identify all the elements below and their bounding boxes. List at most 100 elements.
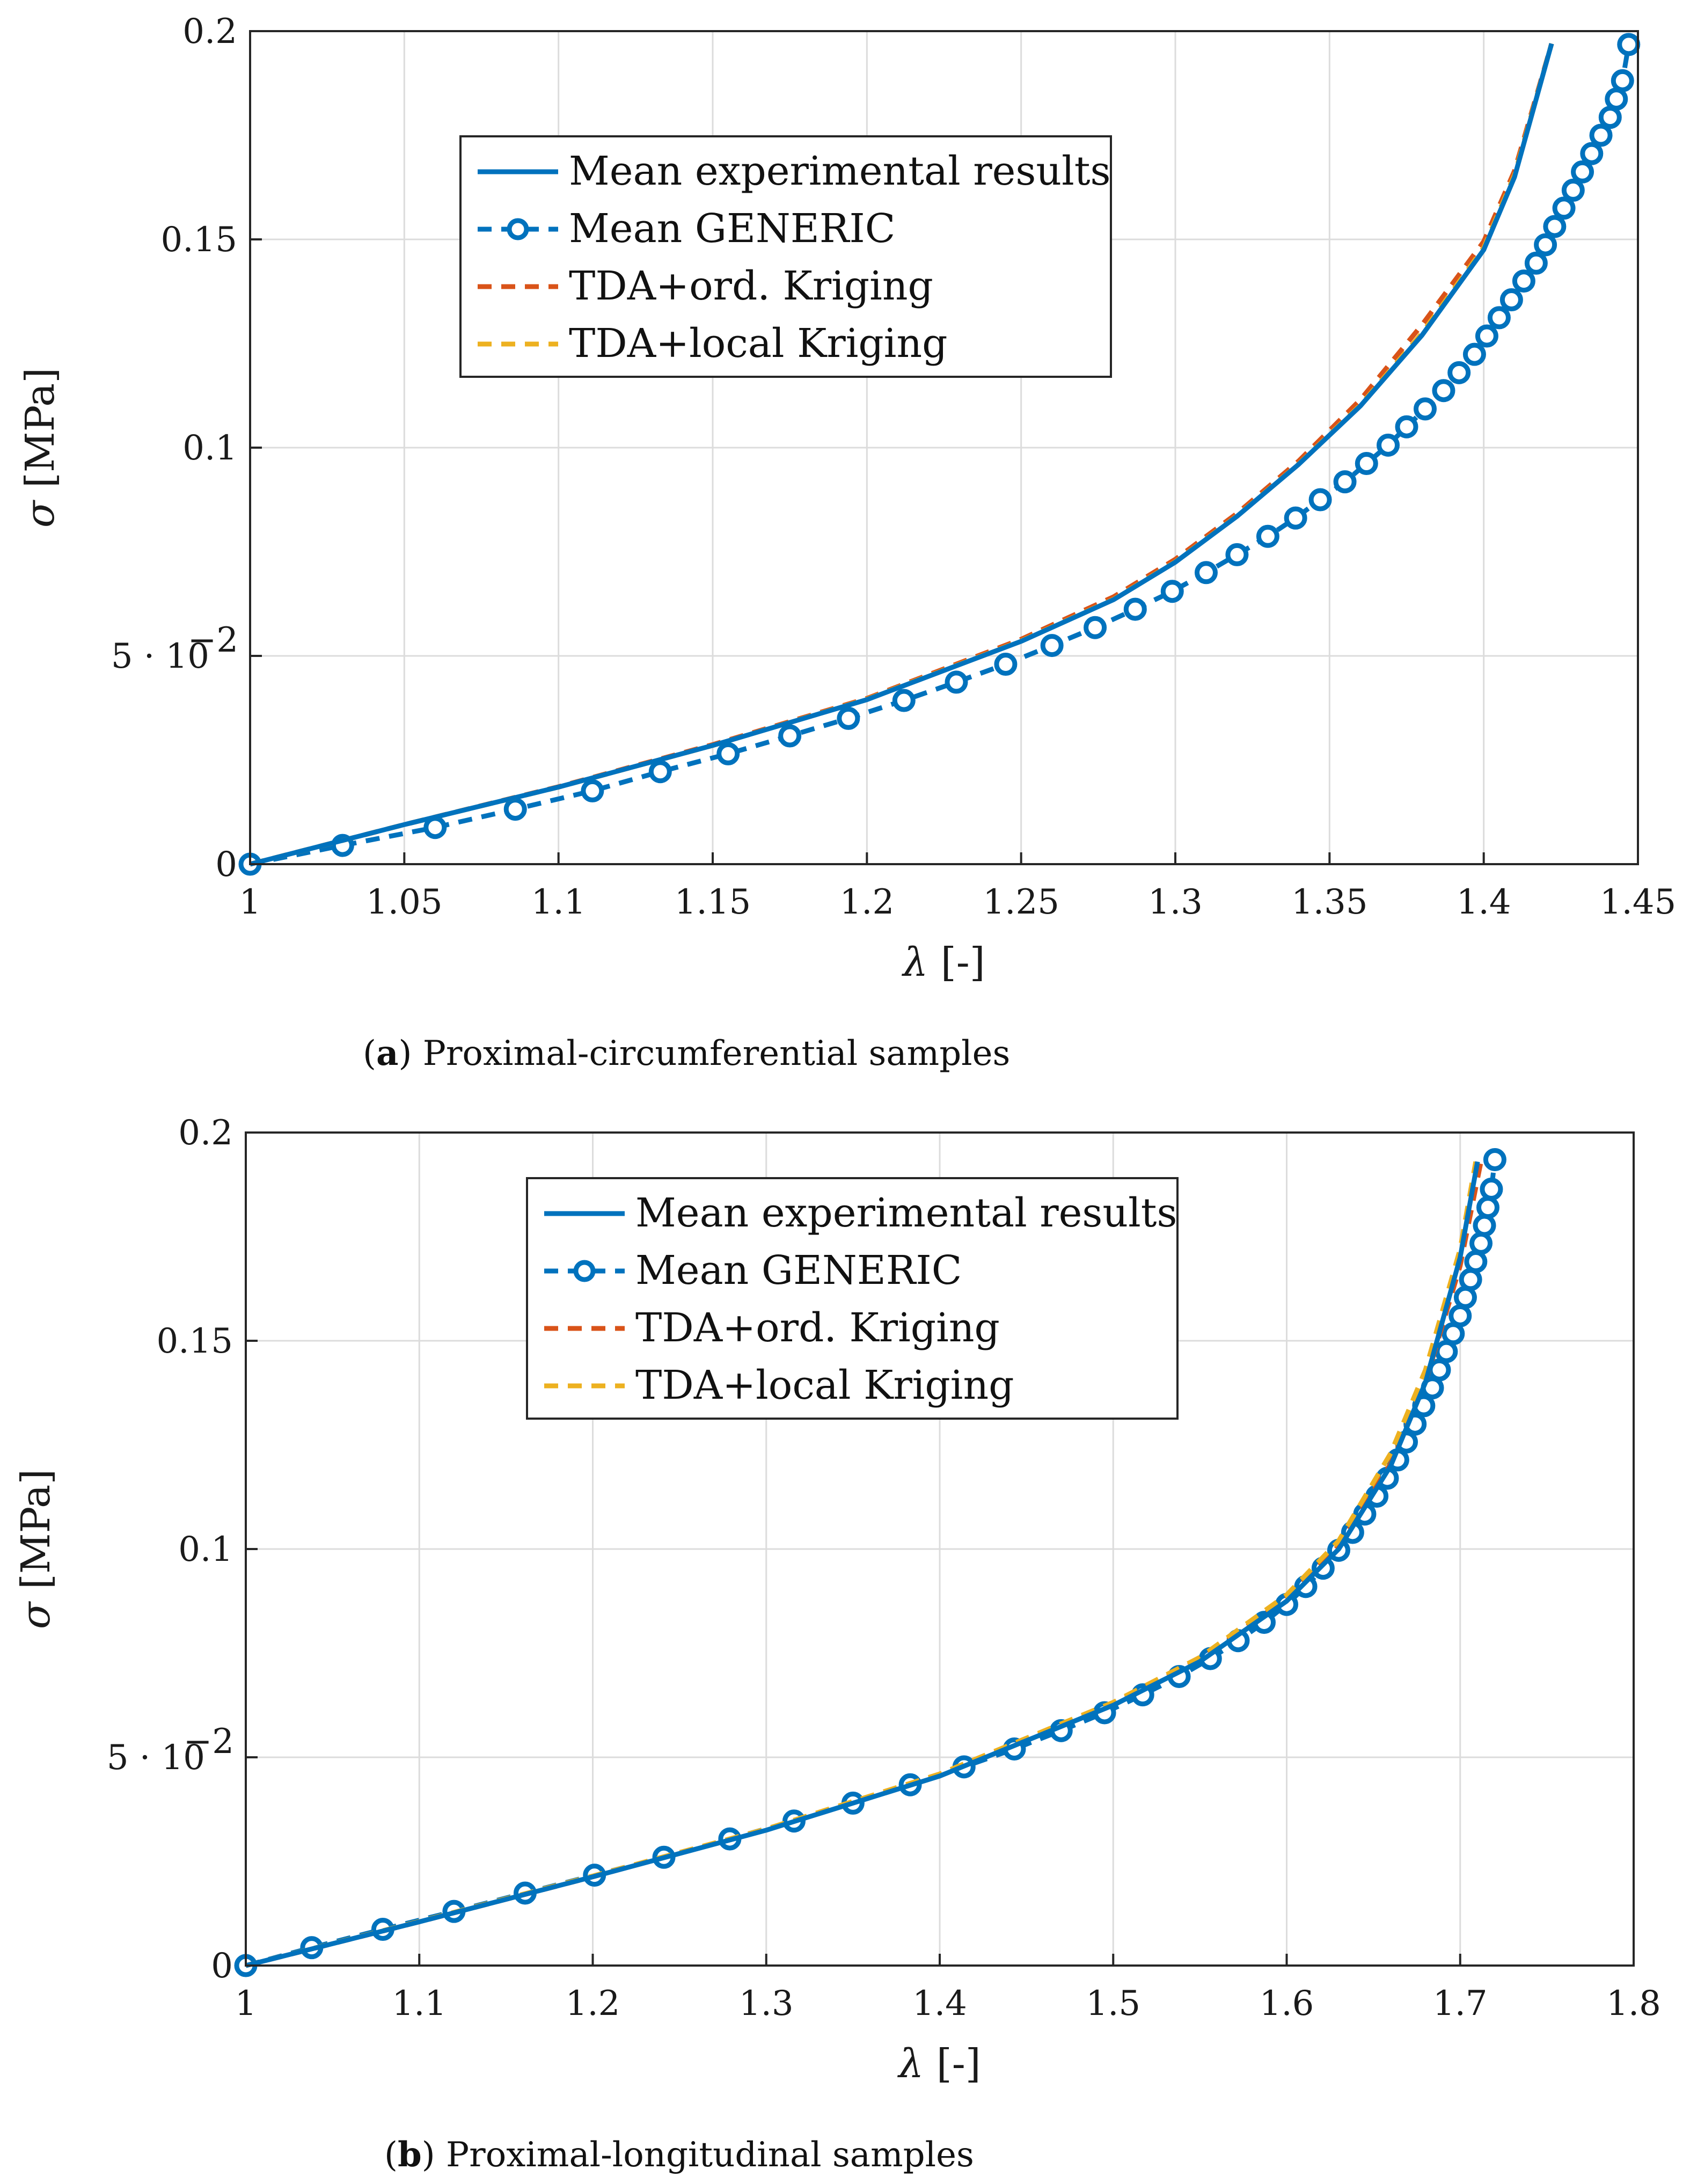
generic-point (1580, 142, 1604, 165)
generic-point (1611, 69, 1634, 92)
generic-point (1483, 1148, 1506, 1171)
generic-point (1473, 1214, 1496, 1237)
legend-label-local-kriging: TDA+local Kriging (635, 1362, 1014, 1408)
generic-point (1512, 269, 1535, 293)
generic-point (1476, 1196, 1499, 1219)
generic-point (1284, 506, 1307, 530)
x-tick-label: 1.05 (366, 882, 443, 922)
legend-box (526, 1177, 1179, 1420)
legend-label-local-kriging: TDA+local Kriging (569, 320, 948, 367)
generic-point (1571, 160, 1594, 184)
generic-point (581, 779, 604, 802)
generic-point (1040, 634, 1064, 658)
x-tick-label: 1 (235, 1984, 257, 2024)
generic-point (892, 689, 916, 712)
generic-point (1377, 433, 1400, 457)
generic-point (1194, 561, 1218, 585)
generic-point (1617, 33, 1641, 56)
generic-point (648, 760, 672, 784)
generic-point (716, 742, 740, 765)
data-series (238, 33, 1641, 876)
generic-point (945, 670, 968, 694)
x-tick-label: 1 (239, 882, 261, 922)
x-tick-label: 1.2 (839, 882, 894, 922)
x-tick-label: 1.4 (912, 1984, 967, 2024)
generic-point (1256, 524, 1279, 548)
legend-label-experimental: Mean experimental results (635, 1190, 1177, 1236)
generic-point (1308, 488, 1332, 512)
generic-point (1487, 306, 1511, 330)
y-tick-label: 0.2 (182, 12, 237, 52)
generic-point (1395, 415, 1418, 439)
chart-proximal-circumferential: 1 1.05 1.1 1.15 1.2 1.25 1.3 1.35 1.4 1.45 0 5 · 10… (17, 12, 1676, 1073)
figure-caption: (b) Proximal-longitudinal samples (384, 2135, 974, 2175)
generic-point (1160, 580, 1184, 603)
series-line-0 (245, 1161, 1480, 1968)
y-tick-label: 5 · 10 (107, 1738, 205, 1778)
generic-point (837, 706, 860, 730)
y-tick-label: 0.15 (161, 220, 238, 260)
x-tick-label: 1.45 (1600, 882, 1677, 922)
legend-marker-generic (573, 1260, 596, 1282)
generic-point (1534, 233, 1557, 257)
generic-point (503, 798, 527, 821)
x-tick-label: 1.7 (1433, 1984, 1488, 2024)
generic-point (1561, 178, 1585, 202)
y-axis-unit: [MPa] (13, 1469, 59, 1589)
y-tick-label: 0 (215, 845, 237, 885)
generic-point (1333, 470, 1357, 494)
x-axis-unit: [-] (941, 939, 985, 985)
generic-point (994, 653, 1018, 676)
legend: Mean experimental results Mean GENERIC T… (526, 1177, 1179, 1420)
x-tick-label: 1.6 (1260, 1984, 1314, 2024)
generic-point (1464, 1250, 1488, 1274)
generic-point (1552, 196, 1576, 220)
generic-point (1598, 106, 1622, 129)
y-tick-exponent: −2 (188, 620, 238, 660)
legend-label-experimental: Mean experimental results (569, 148, 1110, 194)
generic-point (1084, 616, 1107, 639)
generic-point (1453, 1285, 1477, 1309)
x-tick-label: 1.3 (739, 1984, 794, 2024)
x-tick-label: 1.1 (531, 882, 586, 922)
y-tick-label: 0.15 (157, 1321, 233, 1361)
generic-point (1355, 451, 1378, 475)
generic-point (1589, 123, 1613, 147)
caption-text: Proximal-circumferential samples (423, 1034, 1011, 1073)
y-axis-label: σ [MPa] (17, 368, 63, 528)
generic-point (1605, 87, 1628, 111)
y-axis-label: σ [MPa] (13, 1469, 59, 1629)
generic-point (1524, 251, 1548, 275)
chart-proximal-longitudinal: 1 1.1 1.2 1.3 1.4 1.5 1.6 1.7 1.8 0 5 · 10−2 0.1 0.1… (13, 1113, 1661, 2175)
x-tick-label: 1.35 (1291, 882, 1368, 922)
x-tick-label: 1.15 (675, 882, 751, 922)
x-tick-label: 1.8 (1606, 1984, 1661, 2024)
generic-point (1475, 324, 1498, 348)
legend-marker-generic (507, 218, 529, 240)
generic-point (778, 724, 802, 748)
generic-point (1447, 361, 1471, 384)
generic-point (1123, 597, 1147, 621)
legend-box (459, 135, 1112, 378)
y-axis-symbol: σ (13, 1601, 59, 1629)
x-tick-label: 1.2 (566, 1984, 620, 2024)
x-tick-label: 1.5 (1086, 1984, 1140, 2024)
x-axis-symbol: λ (897, 2041, 924, 2087)
legend-label-generic: Mean GENERIC (569, 206, 895, 252)
x-tick-label: 1.1 (392, 1984, 447, 2024)
y-tick-label: 0 (211, 1946, 233, 1986)
generic-point (1462, 342, 1486, 366)
y-axis-symbol: σ (17, 499, 63, 528)
data-series (234, 1148, 1506, 1977)
legend-label-ordinary-kriging: TDA+ord. Kriging (569, 263, 933, 309)
generic-point (1499, 288, 1523, 312)
tick-labels: 1 1.05 1.1 1.15 1.2 1.25 1.3 1.35 1.4 1.45 0 5 · 10… (111, 12, 1676, 922)
generic-point (1448, 1304, 1472, 1327)
generic-point (1432, 379, 1455, 403)
caption-letter: b (398, 2135, 422, 2175)
legend-label-ordinary-kriging: TDA+ord. Kriging (635, 1305, 1000, 1351)
generic-point (1469, 1231, 1493, 1255)
caption-letter: a (376, 1033, 398, 1073)
x-axis-symbol: λ (901, 939, 928, 985)
y-axis-unit: [MPa] (17, 368, 63, 488)
